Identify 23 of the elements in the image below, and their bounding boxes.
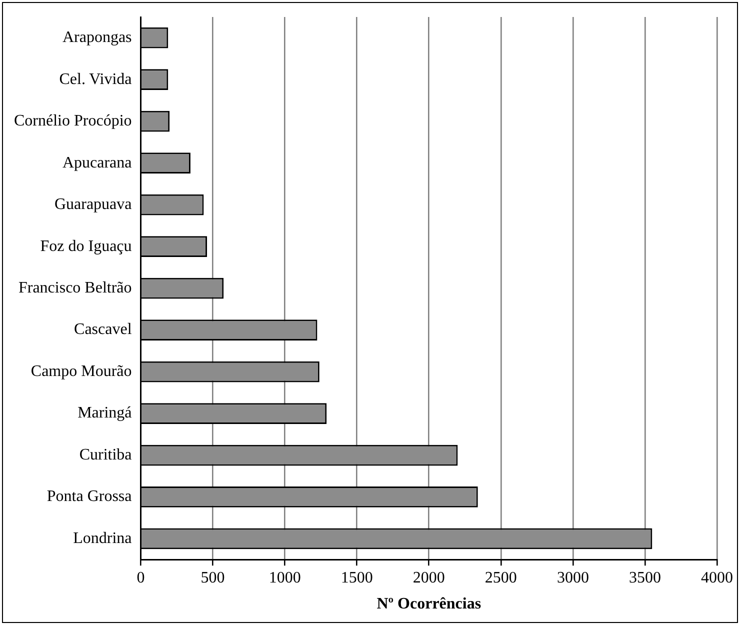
y-tick-label: Foz do Iguaçu bbox=[40, 238, 132, 255]
x-axis-title: Nº Ocorrências bbox=[376, 596, 482, 613]
y-tick-label: Guarapuava bbox=[54, 196, 132, 214]
x-tick-label: 500 bbox=[200, 569, 225, 586]
x-tick-label: 1000 bbox=[268, 569, 301, 586]
x-tick-label: 0 bbox=[136, 569, 145, 586]
x-tick-label: 3000 bbox=[556, 569, 589, 586]
y-tick-label: Cornélio Procópio bbox=[14, 112, 132, 130]
x-tick-label: 2000 bbox=[412, 569, 445, 586]
y-tick-label: Campo Mourão bbox=[30, 362, 132, 380]
y-tick-label: Maringá bbox=[78, 404, 132, 422]
x-tick-label: 4000 bbox=[701, 569, 733, 586]
x-tick-label: 1500 bbox=[340, 569, 373, 586]
y-tick-label: Cel. Vivida bbox=[59, 70, 132, 88]
y-tick-label: Curitiba bbox=[79, 446, 132, 464]
x-tick-label: 2500 bbox=[484, 569, 517, 586]
y-tick-label: Ponta Grossa bbox=[46, 488, 132, 506]
y-tick-label: Cascavel bbox=[74, 321, 132, 338]
y-tick-label: Londrina bbox=[73, 530, 132, 547]
y-tick-label: Francisco Beltrão bbox=[18, 280, 132, 297]
y-tick-label: Apucarana bbox=[62, 154, 132, 172]
x-tick-label: 3500 bbox=[628, 569, 661, 586]
y-tick-label: Arapongas bbox=[62, 29, 132, 46]
